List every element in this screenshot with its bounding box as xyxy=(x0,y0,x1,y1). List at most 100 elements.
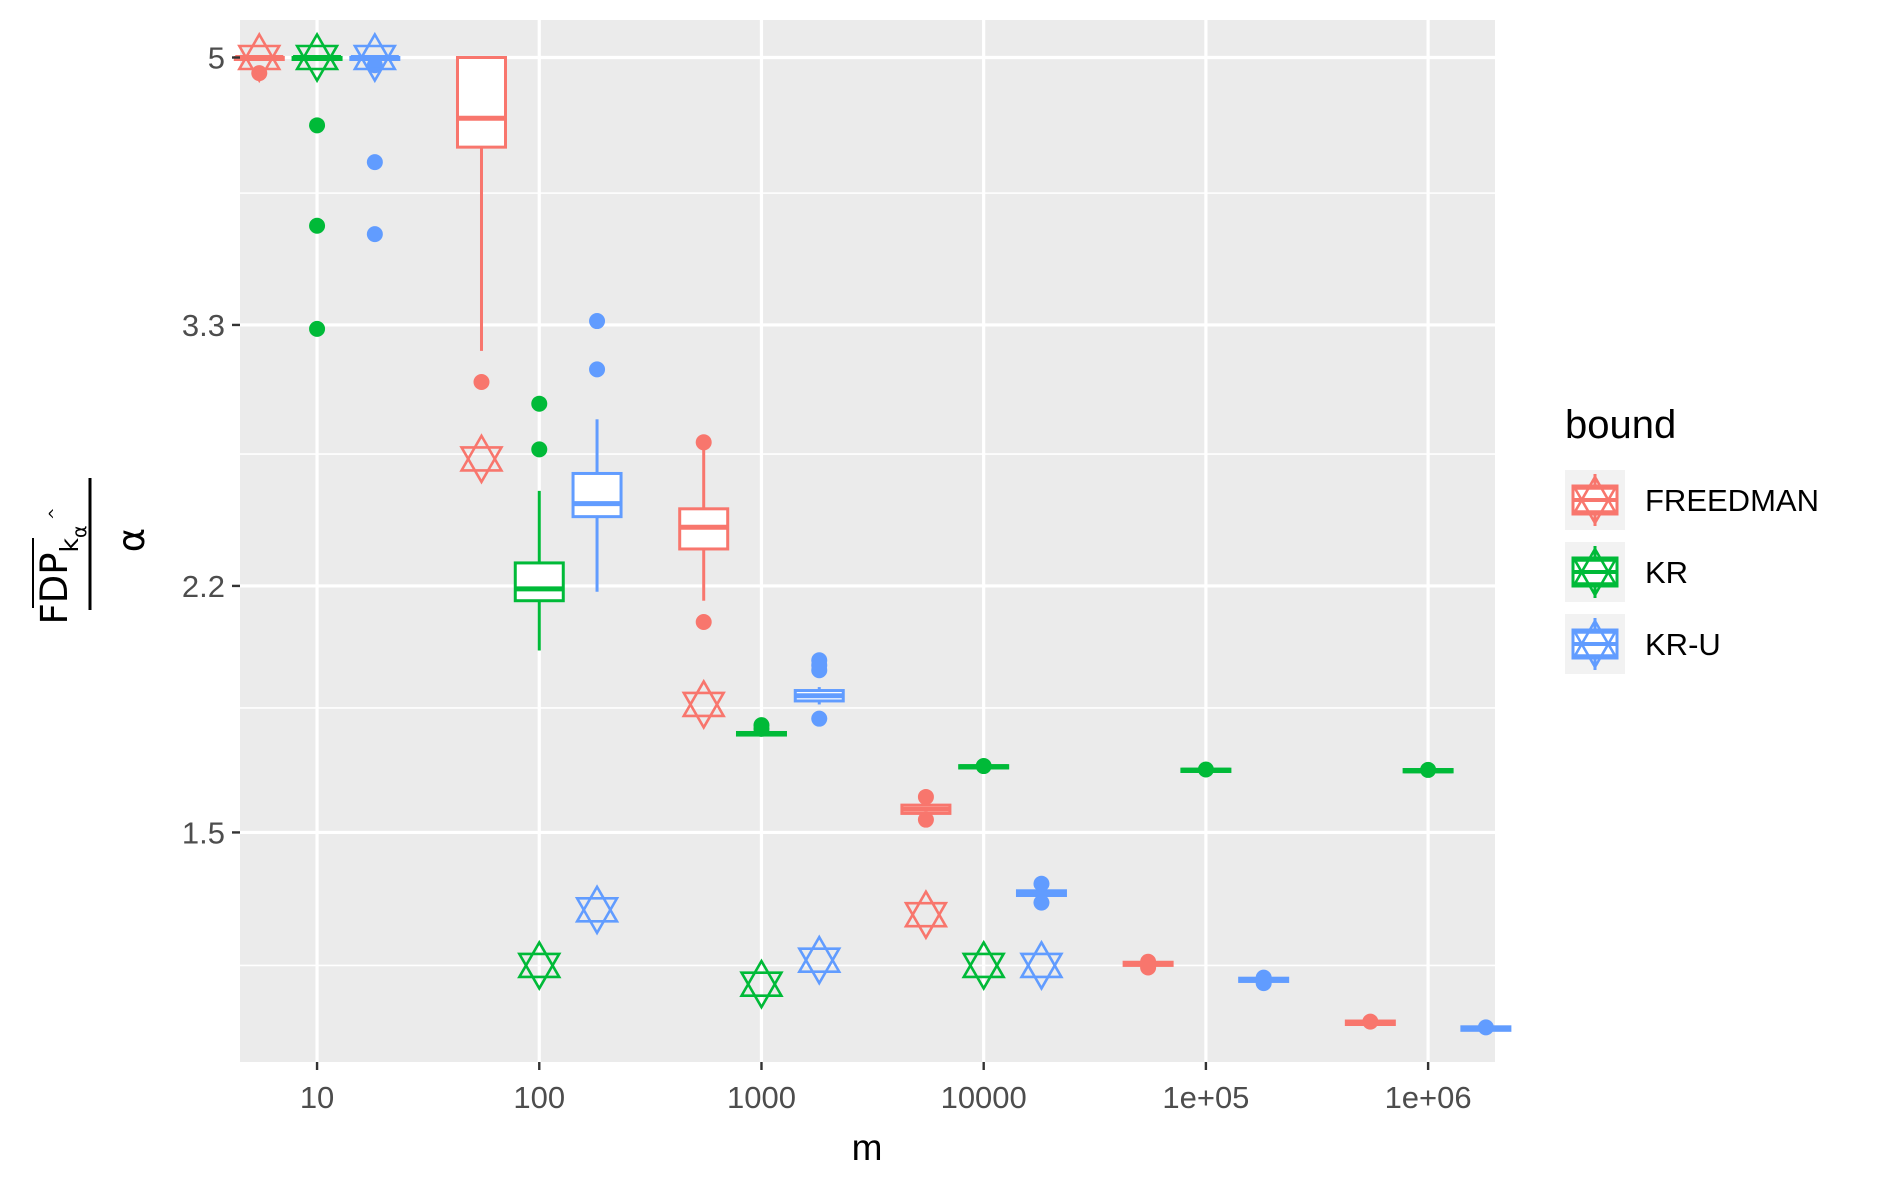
legend-title: bound xyxy=(1565,403,1676,447)
boxplot-freedman-100 xyxy=(455,56,507,485)
y-tick-label: 3.3 xyxy=(182,308,225,343)
outlier-point xyxy=(811,662,828,679)
outlier-point xyxy=(811,710,828,727)
box xyxy=(571,471,623,519)
boxplot-freedman-10000 xyxy=(900,788,952,941)
legend-label: KR xyxy=(1645,555,1688,590)
y-tick-label: 5 xyxy=(208,41,225,76)
star-triangle-down xyxy=(1572,559,1618,598)
boxplot-freedman-1000000 xyxy=(1344,1013,1396,1030)
y-axis-title: FDPkα ^ α xyxy=(32,478,153,625)
star-triangle-down xyxy=(739,971,784,1010)
star-triangle-up xyxy=(739,958,784,997)
outlier-point xyxy=(695,434,712,451)
outlier-point xyxy=(589,313,606,330)
star-triangle-down xyxy=(797,947,842,986)
star-triangle-down xyxy=(574,897,620,936)
star-triangle-up xyxy=(903,889,949,928)
boxplot-freedman-100000 xyxy=(1122,953,1174,976)
star-triangle-down xyxy=(1572,631,1618,670)
star-triangle-down xyxy=(1019,952,1064,992)
outlier-point xyxy=(309,217,326,234)
legend-item-kr: KR xyxy=(1565,542,1688,602)
outlier-point xyxy=(1420,761,1437,778)
outlier-point xyxy=(1255,975,1272,992)
boxplot-kr-100000 xyxy=(1180,761,1232,778)
star-triangle-up xyxy=(1019,939,1064,979)
outlier-point xyxy=(917,788,934,805)
y-tick-label: 2.2 xyxy=(182,569,225,604)
y-tick-label: 1.5 xyxy=(182,815,225,850)
grid-lines xyxy=(240,20,1495,1062)
outlier-point xyxy=(975,758,992,775)
axes: 1.5 2.2 3.3 5 10 100 1000 10000 1e+05 1e+06 xyxy=(182,41,1472,1115)
outlier-point xyxy=(589,361,606,378)
outlier-point xyxy=(366,226,383,243)
outlier-point xyxy=(1140,959,1157,976)
legend-label: FREEDMAN xyxy=(1645,483,1819,518)
star-triangle-up xyxy=(352,31,398,71)
star-triangle-down xyxy=(961,952,1006,992)
boxplot-kr-u-10 xyxy=(349,31,401,243)
outlier-point xyxy=(309,117,326,134)
star-triangle-down xyxy=(681,691,726,731)
y-axis-title-numerator: FDPkα xyxy=(33,525,91,624)
outlier-point xyxy=(531,441,548,458)
star-triangle-up xyxy=(294,31,340,71)
outlier-point xyxy=(366,154,383,171)
box xyxy=(455,56,507,149)
y-axis-title-denominator: α xyxy=(110,528,153,552)
star-triangle-down xyxy=(459,446,504,485)
legend-key-star xyxy=(1572,546,1618,598)
star-marker xyxy=(459,433,504,485)
x-axis-title: m xyxy=(852,1127,883,1168)
chart-marks xyxy=(233,31,1512,1036)
outlier-point xyxy=(309,320,326,337)
star-triangle-up xyxy=(237,31,282,71)
boxplot-kr-u-1000000 xyxy=(1460,1019,1512,1036)
boxplot-freedman-1000 xyxy=(678,434,730,731)
star-triangle-up xyxy=(797,934,842,973)
outlier-point xyxy=(1033,894,1050,911)
boxplot-freedman-10 xyxy=(233,31,285,84)
star-triangle-down xyxy=(294,44,340,84)
star-triangle-up xyxy=(1572,546,1618,585)
boxplot-kr-u-10000 xyxy=(1015,875,1067,992)
star-marker xyxy=(237,31,282,84)
y-axis-title-hat: ^ xyxy=(46,507,64,520)
star-triangle-up xyxy=(574,884,620,923)
outlier-point xyxy=(917,811,934,828)
outlier-point xyxy=(531,395,548,412)
x-tick-label: 1e+06 xyxy=(1385,1080,1472,1115)
star-triangle-down xyxy=(237,44,282,84)
legend-key-star xyxy=(1572,474,1618,526)
star-marker xyxy=(517,939,562,992)
x-tick-label: 10 xyxy=(300,1080,334,1115)
plot-panel xyxy=(240,20,1495,1062)
outlier-point xyxy=(473,374,490,391)
boxplot-kr-u-100000 xyxy=(1238,969,1290,992)
star-triangle-up xyxy=(1572,618,1618,657)
star-marker xyxy=(352,31,398,84)
legend-key-star xyxy=(1572,618,1618,670)
legend-label: KR-U xyxy=(1645,627,1721,662)
star-triangle-up xyxy=(1572,474,1618,513)
star-marker xyxy=(1019,939,1064,992)
boxplot-kr-u-100 xyxy=(571,313,623,936)
legend-item-kr-u: KR-U xyxy=(1565,614,1721,674)
x-tick-label: 1000 xyxy=(727,1080,796,1115)
star-triangle-down xyxy=(1572,487,1618,526)
star-marker xyxy=(903,889,949,941)
boxplot-kr-1000000 xyxy=(1402,761,1454,778)
boxplot-kr-1000 xyxy=(735,717,787,1010)
star-marker xyxy=(961,939,1006,992)
legend-item-freedman: FREEDMAN xyxy=(1565,470,1819,530)
star-marker xyxy=(797,934,842,986)
outlier-point xyxy=(695,614,712,631)
boxplot-kr-u-1000 xyxy=(793,652,845,986)
x-tick-label: 100 xyxy=(513,1080,565,1115)
star-triangle-down xyxy=(352,44,398,84)
outlier-point xyxy=(1477,1019,1494,1036)
star-triangle-up xyxy=(517,939,562,979)
star-marker xyxy=(574,884,620,936)
